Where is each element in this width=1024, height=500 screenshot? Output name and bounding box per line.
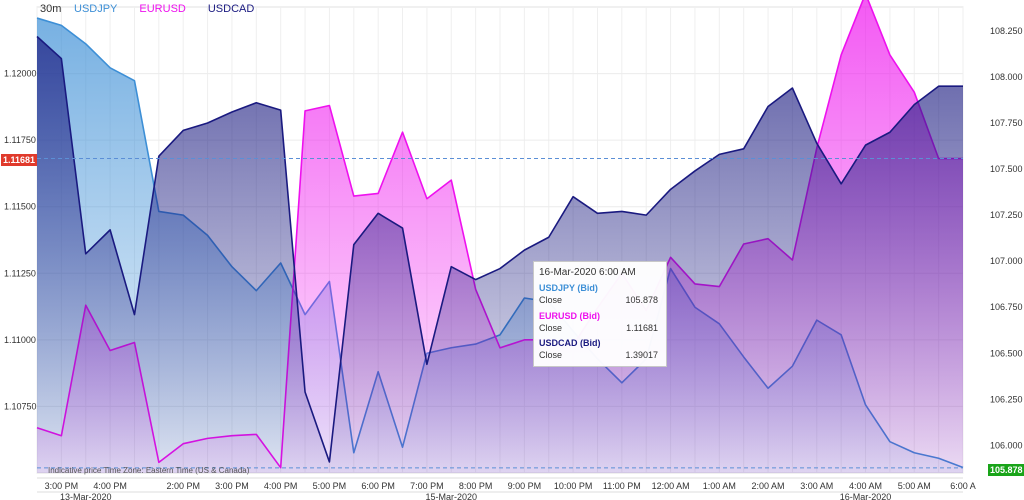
- x-tick-label: 3:00 PM: [215, 481, 249, 491]
- tooltip-usdjpy-name: USDJPY (Bid): [539, 283, 598, 293]
- legend: USDJPY EURUSD USDCAD: [74, 3, 254, 15]
- x-tick-label: 3:00 PM: [45, 481, 79, 491]
- x-tick-label: 6:00 A: [950, 481, 976, 491]
- footer-note: Indicative price Time Zone: Eastern Time…: [48, 466, 250, 475]
- x-tick-label: 12:00 AM: [652, 481, 690, 491]
- x-tick-label: 2:00 AM: [752, 481, 785, 491]
- tooltip-usdjpy-value: 105.878: [625, 295, 658, 305]
- x-tick-label: 8:00 PM: [459, 481, 493, 491]
- legend-eurusd[interactable]: EURUSD: [139, 3, 186, 15]
- left-axis-tick-label: 1.11000: [4, 335, 36, 345]
- right-axis-tick-label: 107.250: [990, 210, 1023, 220]
- right-axis-tick-label: 106.250: [990, 394, 1023, 404]
- left-axis-tick-label: 1.11750: [4, 135, 36, 145]
- x-tick-label: 2:00 PM: [166, 481, 200, 491]
- tooltip-usdcad-name: USDCAD (Bid): [539, 338, 601, 348]
- tooltip-eurusd-name: EURUSD (Bid): [539, 311, 600, 321]
- left-axis-tick-label: 1.11500: [4, 202, 36, 212]
- x-tick-label: 4:00 PM: [93, 481, 127, 491]
- date-label: 13-Mar-2020: [60, 492, 112, 500]
- x-tick-label: 5:00 AM: [898, 481, 931, 491]
- legend-usdcad[interactable]: USDCAD: [207, 3, 255, 15]
- right-axis-tick-label: 106.000: [990, 440, 1023, 450]
- tooltip-eurusd-label: Close: [539, 323, 563, 333]
- right-axis-tick-label: 106.500: [990, 348, 1023, 358]
- right-current-price-tag: 105.878: [988, 464, 1024, 476]
- date-label: 15-Mar-2020: [425, 492, 477, 500]
- timeframe-label[interactable]: 30m: [40, 3, 62, 15]
- x-tick-label: 10:00 PM: [554, 481, 593, 491]
- x-tick-label: 11:00 PM: [603, 481, 641, 491]
- x-tick-label: 4:00 PM: [264, 481, 298, 491]
- right-axis-tick-label: 107.500: [990, 164, 1023, 174]
- right-axis-tick-label: 107.000: [990, 256, 1023, 266]
- x-tick-label: 5:00 PM: [313, 481, 347, 491]
- x-tick-label: 7:00 PM: [410, 481, 444, 491]
- x-tick-label: 4:00 AM: [849, 481, 882, 491]
- left-current-price-tag: 1.11681: [1, 154, 38, 166]
- area-usdcad: [37, 36, 963, 473]
- x-tick-label: 1:00 AM: [703, 481, 736, 491]
- x-tick-label: 6:00 PM: [361, 481, 395, 491]
- legend-usdjpy[interactable]: USDJPY: [74, 3, 118, 15]
- date-label: 16-Mar-2020: [840, 492, 892, 500]
- tooltip-eurusd-value: 1.11681: [626, 323, 658, 333]
- x-tick-label: 9:00 PM: [508, 481, 542, 491]
- right-axis-tick-label: 107.750: [990, 118, 1023, 128]
- x-tick-label: 3:00 AM: [800, 481, 833, 491]
- left-axis-tick-label: 1.11250: [4, 268, 36, 278]
- tooltip-usdcad-label: Close: [539, 350, 563, 360]
- price-tooltip: 16-Mar-2020 6:00 AM USDJPY (Bid) Close 1…: [533, 261, 667, 367]
- left-axis-tick-label: 1.10750: [4, 401, 37, 411]
- line-usdcad: [36, 35, 963, 463]
- left-axis-tick-label: 1.12000: [4, 69, 37, 79]
- right-axis-tick-label: 108.000: [990, 72, 1023, 82]
- tooltip-date: 16-Mar-2020 6:00 AM: [539, 267, 636, 278]
- tooltip-usdcad-value: 1.39017: [625, 350, 658, 360]
- right-axis-tick-label: 108.250: [990, 26, 1023, 36]
- right-axis-tick-label: 106.750: [990, 302, 1023, 312]
- tooltip-usdjpy-label: Close: [539, 295, 563, 305]
